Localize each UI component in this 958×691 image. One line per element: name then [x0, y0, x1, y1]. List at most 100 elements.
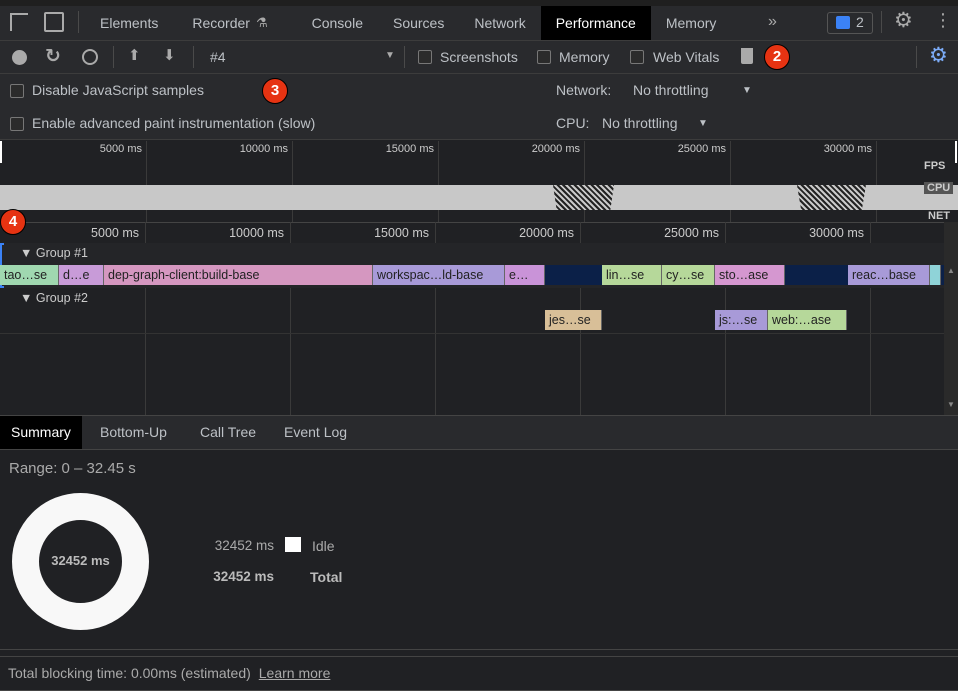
- collapse-triangle-icon: ▼: [20, 246, 36, 260]
- flame-bar[interactable]: sto…ase: [715, 265, 785, 285]
- screenshots-label: Screenshots: [440, 49, 518, 65]
- tab-sources[interactable]: Sources: [378, 6, 459, 40]
- group-2-header[interactable]: ▼ Group #2: [20, 291, 88, 305]
- tab-elements-label: Elements: [100, 15, 159, 31]
- tab-bottom-up[interactable]: Bottom-Up: [100, 424, 167, 440]
- timeline-tick-label: 25000 ms: [664, 226, 719, 240]
- total-value: 32452 ms: [213, 569, 274, 584]
- divider: [113, 46, 114, 68]
- overview-gridline: [730, 141, 731, 222]
- flame-bar[interactable]: d…e: [59, 265, 104, 285]
- fps-lane-label: FPS: [924, 160, 946, 172]
- flame-bar[interactable]: tao…se: [0, 265, 59, 285]
- cpu-lane-label: CPU: [924, 182, 954, 194]
- tab-console-label: Console: [311, 15, 363, 31]
- flame-bar[interactable]: web:…ase: [768, 310, 847, 330]
- donut-center-total: 32452 ms: [51, 553, 110, 568]
- trash-icon[interactable]: [741, 48, 753, 64]
- flame-bar[interactable]: [930, 265, 941, 285]
- performance-toolbar: [0, 41, 958, 74]
- overview-tick-label: 5000 ms: [99, 143, 142, 155]
- scroll-up-icon[interactable]: ▲: [947, 266, 955, 275]
- group-2-label: Group #2: [35, 291, 88, 305]
- timeline-gridline: [290, 222, 291, 415]
- capture-settings-panel: [0, 74, 958, 140]
- load-profile-icon[interactable]: ⬆: [128, 47, 141, 64]
- screenshots-checkbox[interactable]: [418, 50, 432, 64]
- reload-icon[interactable]: ↻: [45, 46, 61, 67]
- timeline-gridline: [145, 222, 146, 415]
- tab-memory[interactable]: Memory: [651, 6, 732, 40]
- timeline-tick-label: 30000 ms: [809, 226, 864, 240]
- inspect-element-icon[interactable]: [10, 13, 28, 31]
- advanced-paint-label: Enable advanced paint instrumentation (s…: [32, 115, 316, 131]
- idle-label: Idle: [312, 538, 335, 554]
- issues-count: 2: [856, 14, 864, 30]
- devtools-tab-bar: [0, 0, 958, 41]
- device-toolbar-icon[interactable]: [44, 12, 64, 32]
- timeline-tick-label: 20000 ms: [519, 226, 574, 240]
- issues-button[interactable]: 2: [827, 12, 873, 34]
- cpu-throttle-label: CPU:: [556, 115, 590, 131]
- tab-elements[interactable]: Elements: [85, 6, 173, 40]
- overview-gridline: [876, 141, 877, 222]
- tab-console[interactable]: Console: [297, 6, 378, 40]
- details-tab-bar: [0, 415, 958, 450]
- overview-gridline: [146, 141, 147, 222]
- cpu-throttle-select[interactable]: No throttling ▼: [602, 115, 712, 131]
- overview-selection-handle-left[interactable]: [0, 141, 2, 163]
- recording-select[interactable]: #4 ▼: [200, 41, 400, 74]
- flame-bar[interactable]: e…: [505, 265, 545, 285]
- timeline-gridline: [870, 222, 871, 415]
- divider: [881, 11, 882, 33]
- panel-tabs: Elements Recorder ⚗ Console Sources Netwo…: [85, 6, 731, 40]
- overview-gridline: [292, 141, 293, 222]
- annotation-badge-2: 2: [764, 44, 790, 70]
- overview-gridline: [438, 141, 439, 222]
- more-tabs-icon[interactable]: »: [768, 13, 777, 30]
- web-vitals-checkbox[interactable]: [630, 50, 644, 64]
- net-lane-label: NET: [928, 210, 950, 222]
- annotation-badge-3: 3: [262, 78, 288, 104]
- scroll-down-icon[interactable]: ▼: [947, 400, 955, 409]
- cpu-throttle-value: No throttling: [602, 115, 678, 131]
- disable-js-samples-checkbox[interactable]: [10, 84, 24, 98]
- more-options-icon[interactable]: ⋮: [934, 10, 952, 30]
- memory-label: Memory: [559, 49, 610, 65]
- capture-settings-gear-icon[interactable]: ⚙: [929, 44, 948, 67]
- overview-selection-handle-right[interactable]: [955, 141, 957, 163]
- total-blocking-time: Total blocking time: 0.00ms (estimated): [8, 665, 251, 681]
- save-profile-icon[interactable]: ⬇: [163, 47, 176, 64]
- flame-bar[interactable]: reac…base: [848, 265, 930, 285]
- network-throttle-label: Network:: [556, 82, 612, 98]
- record-icon[interactable]: [12, 50, 27, 65]
- advanced-paint-checkbox[interactable]: [10, 117, 24, 131]
- network-throttle-select[interactable]: No throttling ▼: [633, 82, 758, 98]
- flame-bar[interactable]: jes…se: [545, 310, 602, 330]
- tab-event-log[interactable]: Event Log: [284, 424, 348, 440]
- flame-bar[interactable]: js:…se: [715, 310, 768, 330]
- flame-bar[interactable]: cy…se: [662, 265, 715, 285]
- flame-bar[interactable]: dep-graph-client:build-base: [104, 265, 373, 285]
- flame-bar[interactable]: lin…se: [602, 265, 662, 285]
- flame-bar[interactable]: workspac…ld-base: [373, 265, 505, 285]
- total-label: Total: [310, 569, 343, 585]
- group-1-header[interactable]: ▼ Group #1: [20, 246, 88, 260]
- recording-value: #4: [210, 49, 226, 65]
- settings-gear-icon[interactable]: ⚙: [894, 9, 913, 32]
- flame-chart-scrollbar[interactable]: ▲ ▼: [944, 222, 958, 415]
- tab-network[interactable]: Network: [459, 6, 540, 40]
- tab-summary[interactable]: Summary: [0, 416, 82, 449]
- dropdown-arrow-icon: ▼: [742, 85, 752, 96]
- divider: [193, 46, 194, 68]
- tab-performance[interactable]: Performance: [540, 6, 651, 40]
- learn-more-link[interactable]: Learn more: [258, 665, 331, 681]
- footer-row: Total blocking time: 0.00ms (estimated) …: [8, 665, 330, 681]
- memory-checkbox[interactable]: [537, 50, 551, 64]
- tab-recorder[interactable]: Recorder ⚗: [177, 6, 282, 40]
- flask-icon: ⚗: [255, 15, 268, 30]
- tab-network-label: Network: [474, 15, 526, 31]
- overview-tick-label: 10000 ms: [239, 143, 288, 155]
- clear-icon[interactable]: [82, 49, 98, 65]
- tab-call-tree[interactable]: Call Tree: [200, 424, 257, 440]
